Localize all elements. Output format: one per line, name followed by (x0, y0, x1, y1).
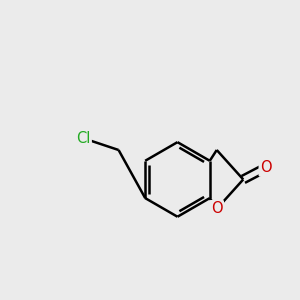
Text: Cl: Cl (76, 131, 90, 146)
Text: O: O (211, 201, 223, 216)
Text: O: O (260, 160, 272, 175)
